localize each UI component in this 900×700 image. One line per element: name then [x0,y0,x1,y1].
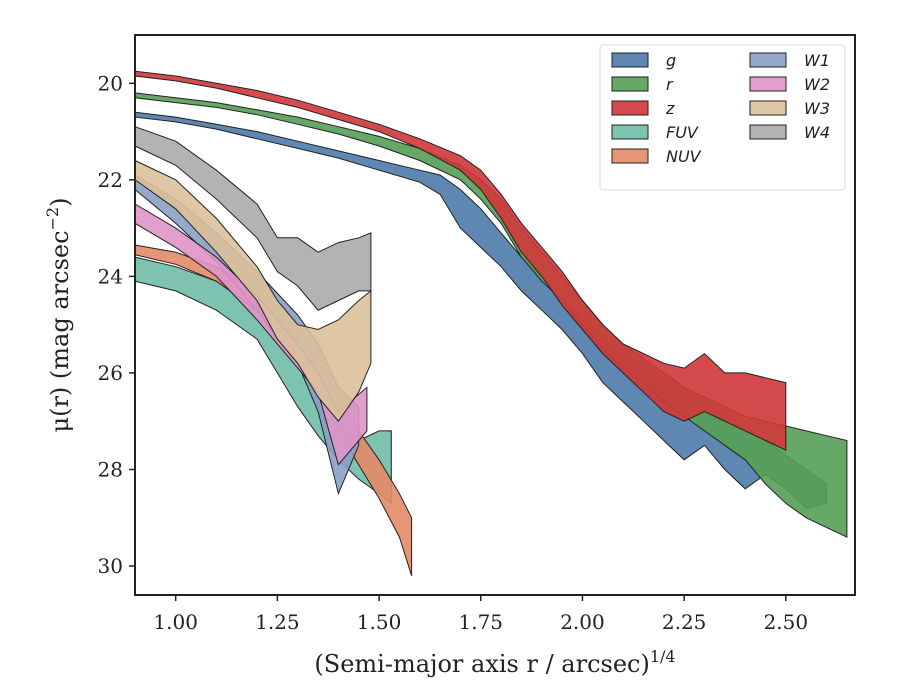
legend-swatch-nuv [611,148,649,164]
legend-swatch-w1 [749,52,787,68]
x-tick-label: 1.25 [255,610,300,634]
legend-label-r: r [666,75,674,94]
x-tick-label: 1.50 [357,610,402,634]
band-w3 [134,159,372,423]
x-tick-label: 2.25 [662,610,707,634]
series-bands [134,70,848,576]
x-tick-label: 2.00 [560,610,605,634]
legend-swatch-w2 [749,76,787,92]
y-axis-label: μ(r) (mag arcsec−2) [43,198,74,433]
x-tick-label: 2.50 [764,610,809,634]
band-w4 [134,125,372,311]
y-tick-label: 22 [98,168,123,192]
y-axis-label-text: μ(r) (mag arcsec [46,230,74,432]
y-tick-label: 20 [98,71,123,95]
x-axis-ticks: 1.00 1.25 1.50 1.75 2.00 2.25 2.50 [153,595,808,634]
y-axis-label-close: ) [46,198,74,207]
band-z [134,70,787,451]
legend-label-w3: W3 [804,99,830,118]
legend-label-fuv: FUV [666,123,699,142]
legend-label-w2: W2 [804,75,830,94]
y-tick-label: 30 [98,554,123,578]
x-tick-label: 1.75 [458,610,503,634]
legend-label-w4: W4 [804,123,830,142]
legend-swatch-fuv [611,124,649,140]
y-tick-label: 24 [98,264,123,288]
y-tick-label: 28 [98,457,123,481]
x-tick-label: 1.00 [153,610,198,634]
x-axis-label: (Semi-major axis r / arcsec)1/4 [314,647,675,678]
y-axis-ticks: 20 22 24 26 28 30 [98,71,135,578]
plot-frame [134,34,856,596]
y-axis-label-exponent: −2 [43,207,62,231]
legend-swatch-w3 [749,100,787,116]
legend-label-nuv: NUV [666,147,702,166]
x-axis-label-exponent: 1/4 [650,647,676,666]
legend-swatch-r [611,76,649,92]
legend-swatch-z [611,100,649,116]
x-axis-label-text: (Semi-major axis r / arcsec) [314,650,649,678]
legend-swatch-g [611,52,649,68]
y-tick-label: 26 [98,361,123,385]
legend-label-w1: W1 [804,51,830,70]
legend: grz FUV NUV W1 W2 W3 W4 [599,44,846,191]
legend-label-g: g [666,51,676,70]
legend-swatch-w4 [749,124,787,140]
legend-label-z: z [665,99,675,118]
